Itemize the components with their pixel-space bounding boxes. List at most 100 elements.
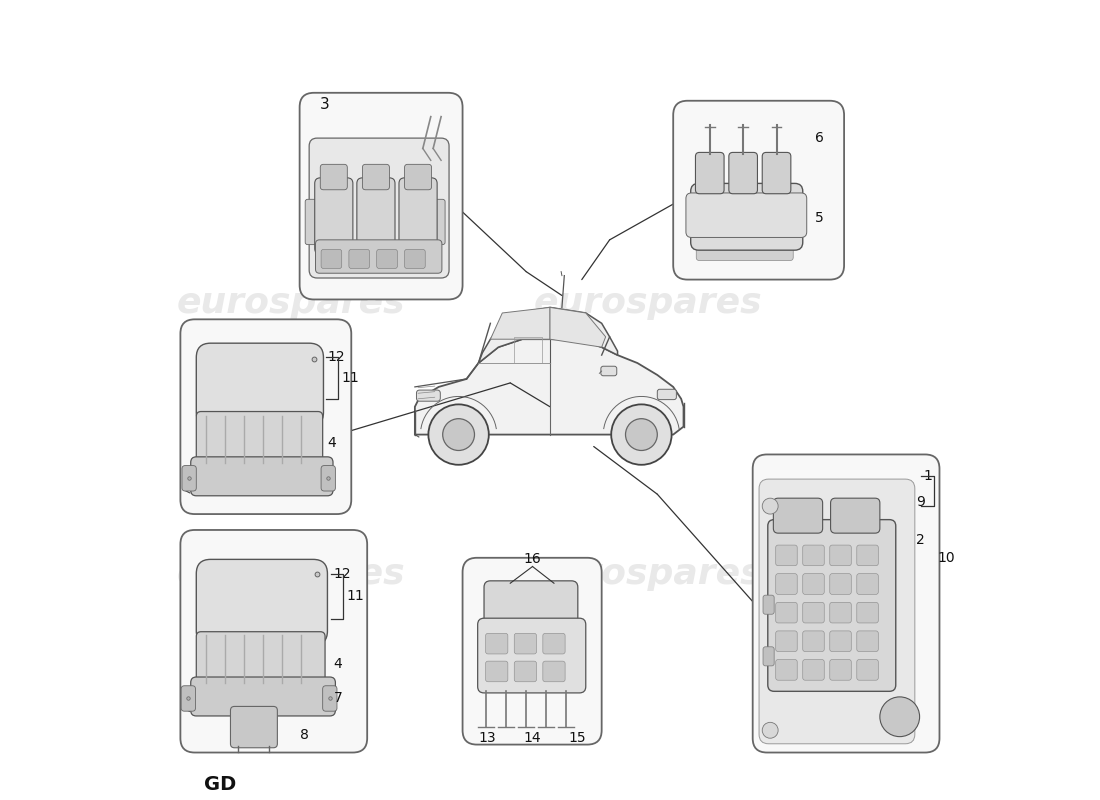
- Text: 10: 10: [937, 550, 955, 565]
- Text: 2: 2: [916, 533, 925, 546]
- FancyBboxPatch shape: [829, 602, 851, 623]
- Text: 15: 15: [568, 731, 586, 746]
- Circle shape: [442, 418, 474, 450]
- FancyBboxPatch shape: [829, 545, 851, 566]
- FancyBboxPatch shape: [485, 634, 508, 654]
- FancyBboxPatch shape: [315, 178, 353, 254]
- FancyBboxPatch shape: [857, 631, 878, 651]
- FancyBboxPatch shape: [190, 457, 333, 496]
- Text: 5: 5: [815, 210, 824, 225]
- FancyBboxPatch shape: [542, 634, 565, 654]
- Polygon shape: [550, 307, 606, 347]
- Text: eurospares: eurospares: [176, 557, 405, 590]
- Text: GD: GD: [204, 774, 236, 794]
- FancyBboxPatch shape: [601, 366, 617, 376]
- FancyBboxPatch shape: [321, 466, 336, 491]
- FancyBboxPatch shape: [829, 631, 851, 651]
- Text: 9: 9: [916, 495, 925, 509]
- Text: 6: 6: [815, 131, 824, 145]
- Polygon shape: [491, 307, 550, 339]
- FancyBboxPatch shape: [773, 498, 823, 533]
- FancyBboxPatch shape: [803, 631, 824, 651]
- FancyBboxPatch shape: [477, 618, 586, 693]
- Text: 12: 12: [328, 350, 345, 365]
- FancyBboxPatch shape: [405, 250, 426, 269]
- FancyBboxPatch shape: [309, 138, 449, 278]
- FancyBboxPatch shape: [762, 153, 791, 194]
- Text: eurospares: eurospares: [535, 557, 762, 590]
- FancyBboxPatch shape: [376, 250, 397, 269]
- FancyBboxPatch shape: [349, 250, 370, 269]
- FancyBboxPatch shape: [320, 164, 348, 190]
- FancyBboxPatch shape: [696, 239, 793, 261]
- Circle shape: [612, 404, 672, 465]
- Polygon shape: [478, 307, 617, 363]
- Circle shape: [762, 722, 778, 738]
- Text: 8: 8: [299, 728, 308, 742]
- FancyBboxPatch shape: [803, 545, 824, 566]
- FancyBboxPatch shape: [691, 183, 803, 250]
- FancyBboxPatch shape: [196, 343, 323, 426]
- Text: 1: 1: [924, 469, 933, 483]
- Text: eurospares: eurospares: [176, 286, 405, 321]
- FancyBboxPatch shape: [231, 706, 277, 748]
- FancyBboxPatch shape: [776, 574, 798, 594]
- FancyBboxPatch shape: [857, 545, 878, 566]
- FancyBboxPatch shape: [417, 390, 440, 402]
- FancyBboxPatch shape: [763, 595, 774, 614]
- Text: 14: 14: [524, 731, 541, 746]
- FancyBboxPatch shape: [752, 454, 939, 753]
- FancyBboxPatch shape: [673, 101, 844, 279]
- FancyBboxPatch shape: [196, 632, 326, 686]
- FancyBboxPatch shape: [658, 390, 676, 400]
- Text: 12: 12: [333, 566, 351, 581]
- FancyBboxPatch shape: [759, 479, 915, 744]
- FancyBboxPatch shape: [182, 686, 196, 711]
- Text: 11: 11: [346, 590, 364, 603]
- FancyBboxPatch shape: [434, 199, 446, 245]
- FancyBboxPatch shape: [182, 466, 196, 491]
- FancyBboxPatch shape: [321, 250, 342, 269]
- Circle shape: [880, 697, 920, 737]
- FancyBboxPatch shape: [829, 659, 851, 680]
- Circle shape: [626, 418, 658, 450]
- FancyBboxPatch shape: [857, 602, 878, 623]
- FancyBboxPatch shape: [686, 193, 806, 238]
- Text: 16: 16: [524, 552, 541, 566]
- FancyBboxPatch shape: [542, 661, 565, 682]
- FancyBboxPatch shape: [484, 581, 578, 630]
- FancyBboxPatch shape: [362, 164, 389, 190]
- FancyBboxPatch shape: [196, 559, 328, 646]
- FancyBboxPatch shape: [729, 153, 758, 194]
- FancyBboxPatch shape: [316, 240, 442, 274]
- Text: 11: 11: [341, 371, 359, 385]
- FancyBboxPatch shape: [356, 178, 395, 254]
- FancyBboxPatch shape: [763, 647, 774, 666]
- FancyBboxPatch shape: [803, 574, 824, 594]
- FancyBboxPatch shape: [776, 659, 798, 680]
- FancyBboxPatch shape: [514, 661, 537, 682]
- Polygon shape: [415, 339, 683, 434]
- FancyBboxPatch shape: [695, 153, 724, 194]
- FancyBboxPatch shape: [776, 631, 798, 651]
- Text: 4: 4: [333, 657, 342, 670]
- Circle shape: [762, 498, 778, 514]
- Circle shape: [428, 404, 488, 465]
- FancyBboxPatch shape: [196, 411, 322, 466]
- FancyBboxPatch shape: [514, 634, 537, 654]
- FancyBboxPatch shape: [768, 520, 895, 691]
- FancyBboxPatch shape: [829, 574, 851, 594]
- FancyBboxPatch shape: [776, 602, 798, 623]
- FancyBboxPatch shape: [485, 661, 508, 682]
- FancyBboxPatch shape: [776, 545, 798, 566]
- FancyBboxPatch shape: [830, 498, 880, 533]
- FancyBboxPatch shape: [803, 602, 824, 623]
- Text: eurospares: eurospares: [535, 286, 762, 321]
- Text: 3: 3: [319, 98, 329, 112]
- FancyBboxPatch shape: [857, 659, 878, 680]
- FancyBboxPatch shape: [190, 677, 336, 716]
- FancyBboxPatch shape: [857, 574, 878, 594]
- FancyBboxPatch shape: [463, 558, 602, 745]
- FancyBboxPatch shape: [180, 319, 351, 514]
- FancyBboxPatch shape: [305, 199, 317, 245]
